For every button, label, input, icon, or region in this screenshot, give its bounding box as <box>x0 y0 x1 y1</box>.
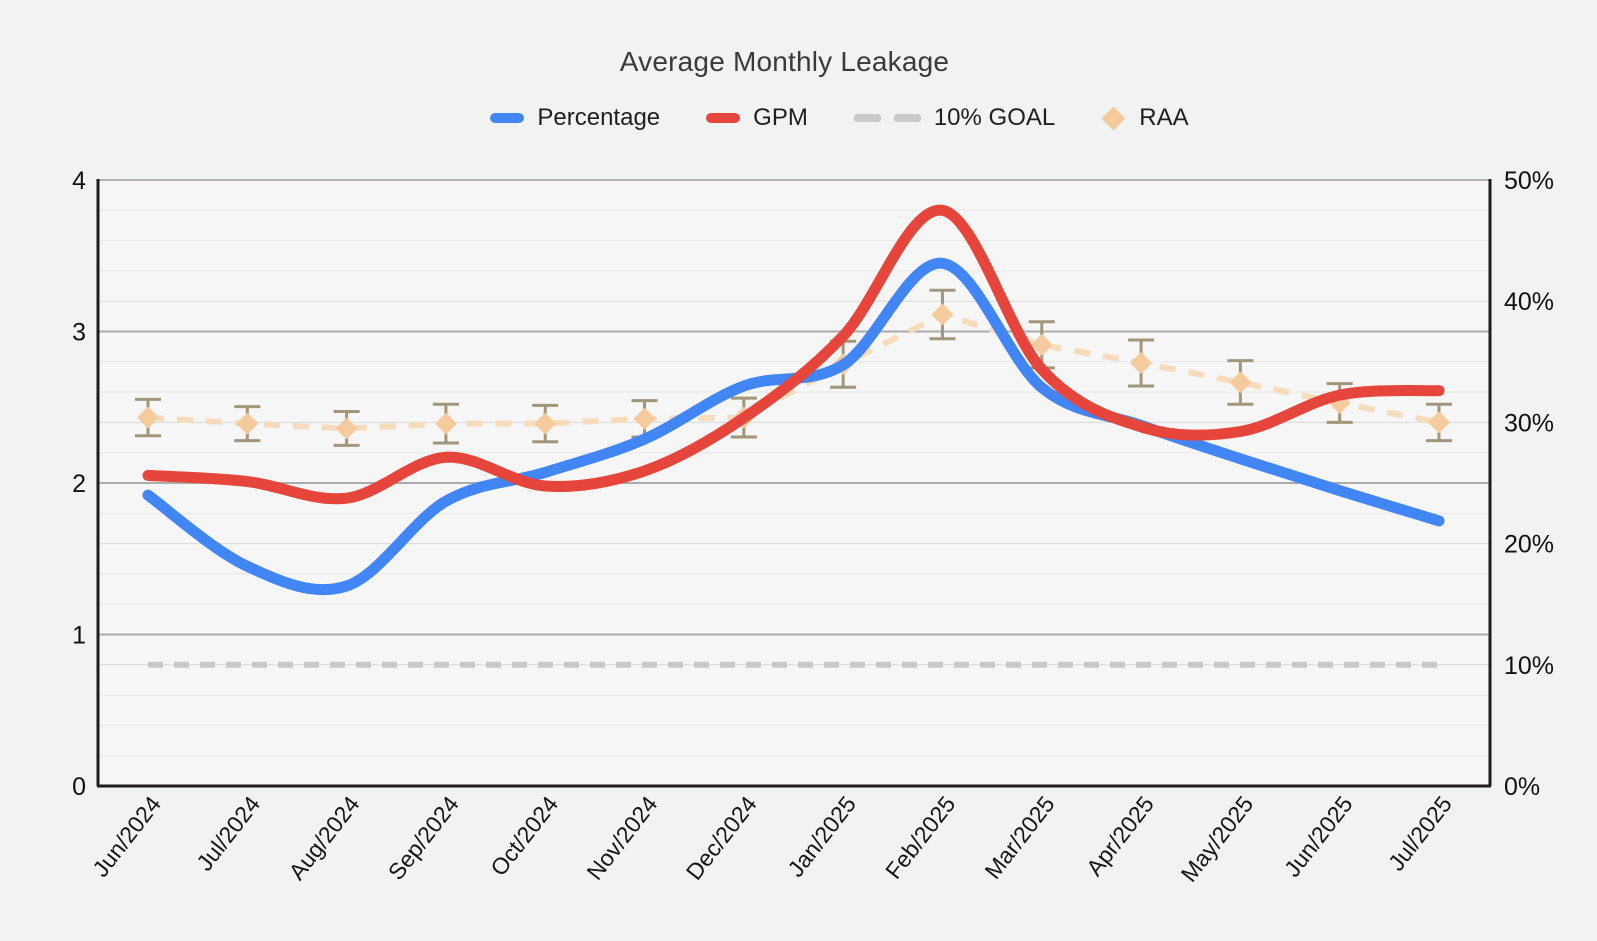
goal-dash-swatch-icon <box>853 114 921 122</box>
right-axis-tick-label: 30% <box>1504 409 1554 437</box>
x-axis-label: Aug/2024 <box>283 791 364 885</box>
raa-diamond-marker[interactable] <box>931 303 954 326</box>
x-axis-label: Jun/2024 <box>87 791 166 882</box>
raa-diamond-marker[interactable] <box>534 412 557 435</box>
legend-item-percentage[interactable]: Percentage <box>490 104 660 132</box>
legend-label-raa: RAA <box>1139 104 1189 131</box>
raa-diamond-marker[interactable] <box>1229 371 1252 394</box>
raa-diamond-marker[interactable] <box>335 417 358 440</box>
right-axis-tick-label: 50% <box>1504 167 1554 195</box>
right-axis-tick-label: 40% <box>1504 288 1554 316</box>
percentage-line-swatch-icon <box>490 113 525 123</box>
x-axis-label: Jan/2025 <box>782 791 861 882</box>
x-axis-label: Nov/2024 <box>581 791 662 885</box>
x-axis-label: Jul/2025 <box>1383 791 1457 876</box>
gpm-line-swatch-icon <box>706 113 741 123</box>
legend-label-gpm: GPM <box>753 104 808 131</box>
right-axis-tick-label: 20% <box>1504 531 1554 559</box>
left-axis-tick-label: 2 <box>72 470 86 498</box>
left-axis-tick-label: 3 <box>72 319 86 347</box>
x-axis-label: Feb/2025 <box>880 791 960 884</box>
left-axis-tick-label: 1 <box>72 622 86 650</box>
x-axis-label: Jul/2024 <box>191 791 265 876</box>
x-axis-label: Jun/2025 <box>1279 791 1358 882</box>
raa-diamond-marker[interactable] <box>137 406 159 429</box>
raa-diamond-marker[interactable] <box>236 412 259 435</box>
x-axis-label: Mar/2025 <box>979 791 1059 884</box>
legend-label-percentage: Percentage <box>537 104 661 131</box>
legend-item-gpm[interactable]: GPM <box>706 104 808 132</box>
raa-dashed-line[interactable] <box>147 311 1440 432</box>
x-axis-label: Dec/2024 <box>681 791 762 885</box>
legend-label-goal: 10% GOAL <box>933 104 1056 131</box>
raa-diamond-marker[interactable] <box>633 407 656 430</box>
right-axis-tick-label: 0% <box>1504 773 1540 801</box>
x-axis-label: May/2025 <box>1176 791 1259 887</box>
gpm-series-line[interactable] <box>142 204 1445 505</box>
legend-item-raa[interactable]: RAA <box>1101 104 1189 132</box>
raa-diamond-marker[interactable] <box>1130 352 1153 375</box>
chart-legend: Percentage GPM 10% GOAL RAA <box>82 104 1597 132</box>
left-axis-tick-label: 0 <box>72 773 86 801</box>
raa-diamond-marker[interactable] <box>1030 333 1053 356</box>
x-axis-label: Oct/2024 <box>485 791 563 881</box>
left-axis-tick-label: 4 <box>72 167 86 195</box>
x-axis-label: Sep/2024 <box>383 791 464 885</box>
right-axis-tick-label: 10% <box>1504 652 1554 680</box>
raa-diamond-marker[interactable] <box>1428 411 1450 434</box>
chart-title: Average Monthly Leakage <box>619 46 950 77</box>
legend-item-goal[interactable]: 10% GOAL <box>853 104 1056 132</box>
raa-diamond-marker[interactable] <box>434 412 457 435</box>
x-axis-label: Apr/2025 <box>1081 791 1159 881</box>
